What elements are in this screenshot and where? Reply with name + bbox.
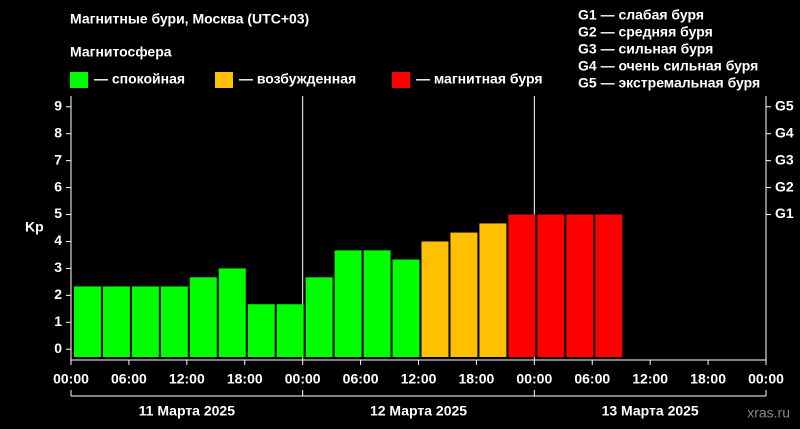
bar bbox=[537, 214, 565, 357]
y-tick-label: 6 bbox=[54, 178, 62, 194]
bar bbox=[479, 223, 507, 357]
legend-swatch bbox=[70, 72, 88, 88]
legend-swatch bbox=[392, 72, 410, 88]
y-tick-label: 1 bbox=[54, 313, 62, 329]
legend-label: — возбужденная bbox=[239, 71, 356, 87]
y-tick-label: 5 bbox=[54, 205, 62, 221]
day-label: 11 Марта 2025 bbox=[139, 403, 236, 419]
y-tick-label: 4 bbox=[54, 232, 62, 248]
bar bbox=[566, 214, 594, 357]
storm-scale-entry: G5 — экстремальная буря bbox=[578, 75, 760, 91]
bar bbox=[595, 214, 623, 357]
chart-subtitle: Магнитосфера bbox=[70, 44, 172, 60]
day-label: 12 Марта 2025 bbox=[370, 403, 467, 419]
y2-tick-label: G4 bbox=[775, 124, 794, 140]
y2-tick-label: G1 bbox=[775, 205, 794, 221]
x-tick-label: 12:00 bbox=[401, 371, 437, 387]
x-tick-label: 06:00 bbox=[111, 371, 147, 387]
y-tick-label: 3 bbox=[54, 259, 62, 275]
legend-label: — магнитная буря bbox=[416, 71, 543, 87]
bar bbox=[421, 241, 449, 357]
x-tick-label: 06:00 bbox=[343, 371, 379, 387]
bar bbox=[334, 250, 362, 357]
bar bbox=[189, 277, 217, 357]
storm-scale-entry: G4 — очень сильная буря bbox=[578, 58, 758, 74]
x-tick-label: 00:00 bbox=[285, 371, 321, 387]
bar bbox=[247, 304, 275, 357]
y-axis-label: Kp bbox=[25, 219, 44, 235]
chart-title: Магнитные бури, Москва (UTC+03) bbox=[70, 11, 309, 27]
bar bbox=[218, 268, 246, 357]
bar bbox=[363, 250, 391, 357]
day-label: 13 Марта 2025 bbox=[602, 403, 699, 419]
y-tick-label: 7 bbox=[54, 151, 62, 167]
bar bbox=[450, 232, 478, 357]
storm-scale-entry: G1 — слабая буря bbox=[578, 7, 704, 23]
y-tick-label: 8 bbox=[54, 124, 62, 140]
y-tick-label: 0 bbox=[54, 340, 62, 356]
bar bbox=[102, 286, 130, 357]
x-tick-label: 00:00 bbox=[53, 371, 89, 387]
bar bbox=[392, 259, 420, 357]
legend-label: — спокойная bbox=[94, 71, 185, 87]
y2-tick-label: G2 bbox=[775, 178, 794, 194]
x-tick-label: 18:00 bbox=[227, 371, 263, 387]
y-tick-label: 9 bbox=[54, 97, 62, 113]
bar bbox=[508, 214, 536, 357]
watermark: xras.ru bbox=[747, 405, 790, 421]
x-tick-label: 06:00 bbox=[574, 371, 610, 387]
x-tick-label: 18:00 bbox=[459, 371, 495, 387]
bar bbox=[276, 304, 304, 357]
x-tick-label: 18:00 bbox=[690, 371, 726, 387]
bar bbox=[160, 286, 188, 357]
legend-swatch bbox=[215, 72, 233, 88]
bar bbox=[74, 286, 101, 357]
y-tick-label: 2 bbox=[54, 286, 62, 302]
storm-scale-entry: G3 — сильная буря bbox=[578, 41, 713, 57]
bar bbox=[305, 277, 333, 357]
x-tick-label: 00:00 bbox=[748, 371, 784, 387]
x-tick-label: 00:00 bbox=[516, 371, 552, 387]
x-tick-label: 12:00 bbox=[632, 371, 668, 387]
storm-scale-entry: G2 — средняя буря bbox=[578, 24, 713, 40]
y2-tick-label: G3 bbox=[775, 151, 794, 167]
y2-tick-label: G5 bbox=[775, 97, 794, 113]
bar bbox=[131, 286, 159, 357]
x-tick-label: 12:00 bbox=[169, 371, 205, 387]
